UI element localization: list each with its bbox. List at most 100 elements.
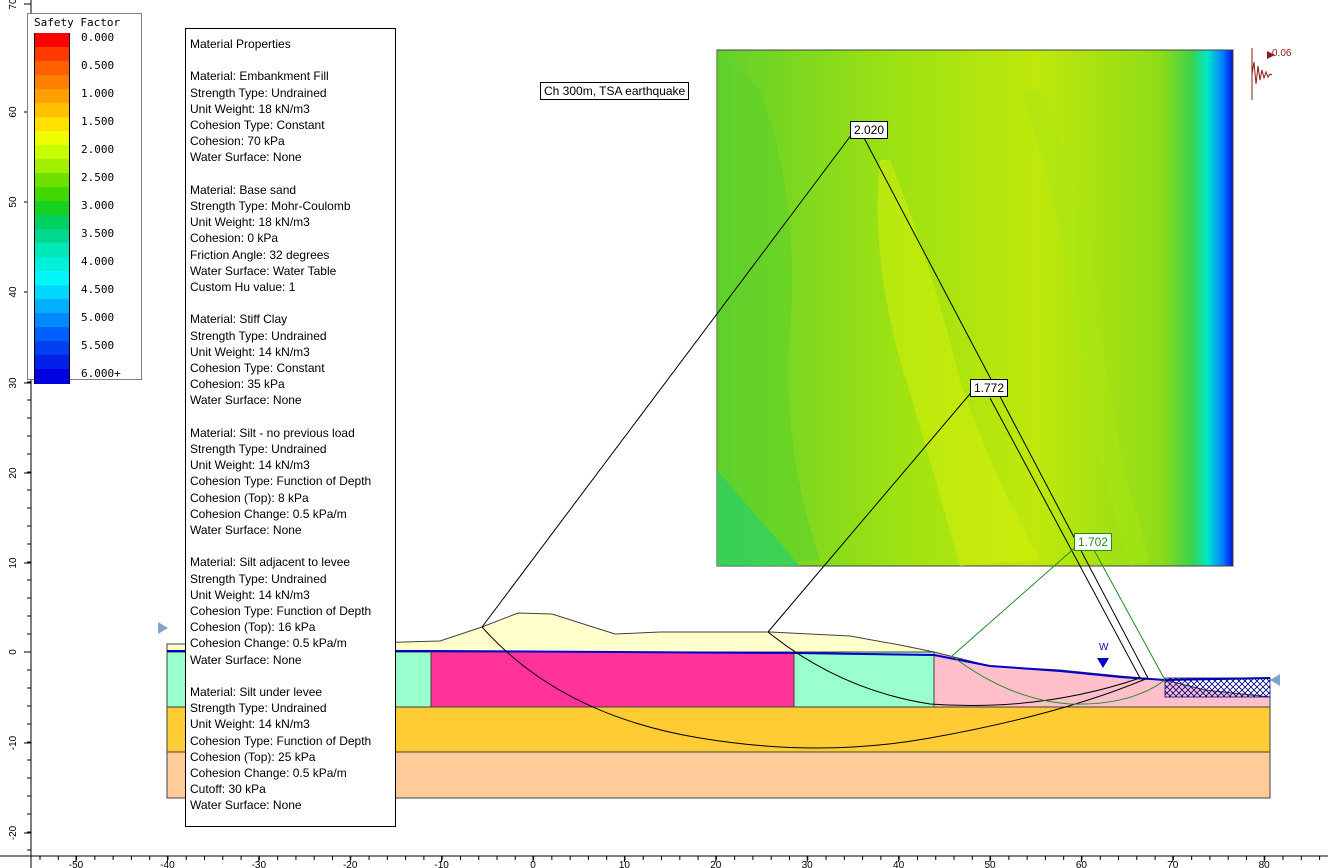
- y-tick-label: 50: [8, 196, 19, 208]
- soil-profile[interactable]: W: [158, 612, 1280, 799]
- legend-swatch: [34, 187, 70, 202]
- legend-swatch: [34, 257, 70, 272]
- water-table-line: [167, 650, 1271, 682]
- global-minimum-slip[interactable]: [481, 129, 1149, 749]
- x-tick-label: 0: [530, 860, 536, 868]
- material-property-line: Cohesion Change: 0.5 kPa/m: [190, 506, 347, 521]
- material-property-line: Unit Weight: 14 kN/m3: [190, 344, 310, 359]
- y-tick-label: 40: [8, 286, 19, 298]
- legend-swatch: [34, 215, 70, 230]
- legend-item: 5.500: [34, 339, 134, 356]
- material-property-line: Unit Weight: 14 kN/m3: [190, 717, 310, 732]
- x-tick-label: 10: [619, 860, 631, 868]
- material-property-line: Water Surface: None: [190, 798, 302, 813]
- legend-item: 6.000+: [34, 367, 134, 384]
- seismic-accelerogram-icon: [1251, 48, 1275, 100]
- material-property-line: Cohesion Type: Function of Depth: [190, 604, 372, 619]
- slip-center-grid[interactable]: [716, 49, 1234, 567]
- legend-swatch: [34, 131, 70, 146]
- fs-global-label[interactable]: 2.020: [850, 121, 889, 139]
- legend-label: 3.500: [81, 227, 115, 240]
- legend-swatch: [34, 299, 70, 314]
- legend-item: 1.000: [34, 87, 134, 104]
- silt-adjacent-right-layer[interactable]: [793, 651, 935, 708]
- water-table-marker-icon: [1097, 658, 1109, 668]
- legend-item: [34, 47, 134, 62]
- legend-swatch: [34, 369, 70, 384]
- legend-label: 1.000: [81, 87, 115, 100]
- y-tick-label: 20: [8, 467, 19, 479]
- material-property-line: Material: Embankment Fill: [190, 69, 329, 84]
- material-property-line: Material: Stiff Clay: [190, 312, 288, 327]
- legend-label: 4.000: [81, 255, 115, 268]
- legend-item: 4.500: [34, 283, 134, 300]
- legend-swatch: [34, 327, 70, 342]
- x-tick-label: 70: [1167, 860, 1179, 868]
- material-property-line: Unit Weight: 18 kN/m3: [190, 101, 310, 116]
- legend-label: 3.000: [81, 199, 115, 212]
- material-property-line: Unit Weight: 18 kN/m3: [190, 215, 310, 230]
- right-boundary-marker: [1270, 674, 1280, 686]
- legend-item: 3.000: [34, 199, 134, 216]
- legend-item: [34, 131, 134, 146]
- x-tick-label: -10: [434, 860, 449, 868]
- legend-item: [34, 159, 134, 174]
- secondary-slip[interactable]: [767, 387, 1141, 707]
- materials-header: Material Properties: [190, 37, 291, 51]
- safety-factor-legend: Safety Factor 0.000 0.500 1.000 1.500 2.000 2…: [27, 13, 142, 384]
- legend-swatch: [34, 201, 70, 216]
- material-property-line: Strength Type: Undrained: [190, 701, 327, 716]
- y-tick-label: -20: [8, 825, 19, 840]
- material-property-line: Strength Type: Undrained: [190, 571, 327, 586]
- legend-item: [34, 355, 134, 370]
- legend-item: 4.000: [34, 255, 134, 272]
- material-property-line: Cohesion: 35 kPa: [190, 377, 285, 392]
- material-property-line: Unit Weight: 14 kN/m3: [190, 458, 310, 473]
- x-tick-label: -50: [69, 860, 84, 868]
- legend-swatch: [34, 75, 70, 90]
- material-property-line: Cohesion Change: 0.5 kPa/m: [190, 636, 347, 651]
- legend-item: [34, 327, 134, 342]
- legend-item: [34, 103, 134, 118]
- material-property-line: Cohesion (Top): 16 kPa: [190, 620, 316, 635]
- legend-label: 6.000+: [81, 367, 121, 380]
- legend-item: [34, 299, 134, 314]
- legend-swatch: [34, 229, 70, 244]
- legend-item: [34, 75, 134, 90]
- water-marker-label: W: [1099, 642, 1109, 653]
- legend-item: 0.000: [34, 31, 134, 48]
- x-tick-label: 80: [1259, 860, 1271, 868]
- legend-swatch: [34, 313, 70, 328]
- legend-item: 2.000: [34, 143, 134, 160]
- legend-item: [34, 243, 134, 258]
- legend-swatch: [34, 355, 70, 370]
- material-property-line: Cohesion Change: 0.5 kPa/m: [190, 766, 347, 781]
- local-slip[interactable]: [951, 544, 1166, 705]
- silt-under-levee-layer[interactable]: [430, 651, 795, 708]
- legend-item: [34, 271, 134, 286]
- seismic-coefficient: 0.06: [1272, 48, 1292, 59]
- y-tick-label: 10: [8, 557, 19, 569]
- embankment-fill[interactable]: [166, 612, 935, 653]
- fs-local-label[interactable]: 1.702: [1074, 533, 1113, 551]
- y-tick-label: 30: [8, 377, 19, 389]
- legend-swatch: [34, 117, 70, 132]
- legend-item: [34, 187, 134, 202]
- legend-swatch: [34, 47, 70, 62]
- legend-swatch: [34, 173, 70, 188]
- legend-item: [34, 215, 134, 230]
- legend-label: 0.500: [81, 59, 115, 72]
- legend-label: 5.000: [81, 311, 115, 324]
- legend-swatch: [34, 271, 70, 286]
- legend-item: 5.000: [34, 311, 134, 328]
- legend-item: 0.500: [34, 59, 134, 76]
- left-boundary-marker: [158, 622, 168, 634]
- legend-label: 1.500: [81, 115, 115, 128]
- x-axis: -50 -40 -30 -20 -10 0 10 20 30 40 50 60 70 80: [0, 855, 1328, 868]
- x-tick-label: 60: [1076, 860, 1088, 868]
- legend-swatch: [34, 285, 70, 300]
- fs-middle-label[interactable]: 1.772: [970, 379, 1009, 397]
- material-property-line: Material: Silt adjacent to levee: [190, 555, 351, 570]
- material-property-line: Cohesion Type: Constant: [190, 361, 325, 376]
